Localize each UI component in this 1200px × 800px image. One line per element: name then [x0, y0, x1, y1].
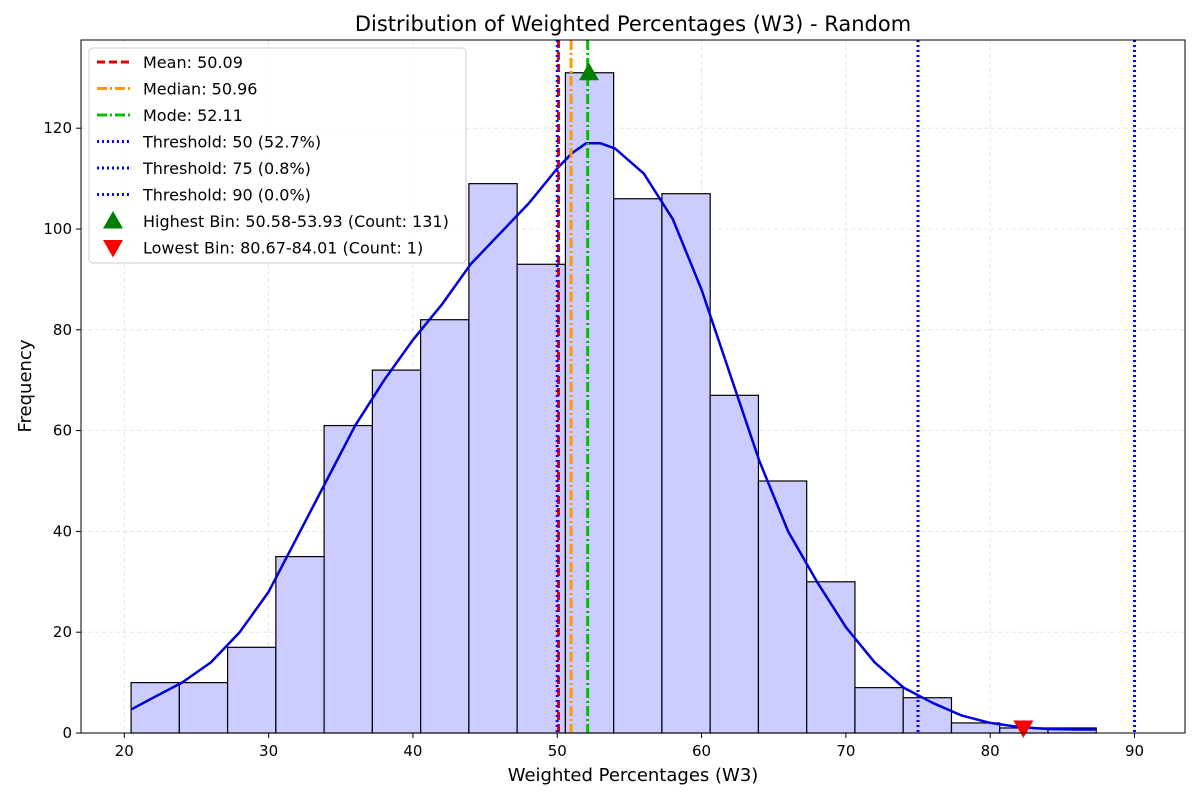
y-tick-label: 60 [53, 422, 72, 440]
x-tick-label: 40 [403, 742, 422, 760]
histogram-bar [854, 687, 904, 734]
x-tick-label: 80 [981, 742, 1000, 760]
histogram-bar [564, 72, 615, 734]
legend-label: Threshold: 50 (52.7%) [142, 133, 321, 152]
histogram-bar [420, 319, 470, 734]
legend-swatch [103, 240, 123, 258]
legend-label: Mode: 52.11 [143, 106, 243, 125]
legend: Mean: 50.09 Median: 50.96 Mode: 52.11 Thres… [88, 47, 467, 264]
chart-title: Distribution of Weighted Percentages (W3… [355, 12, 911, 36]
x-tick-label: 90 [1125, 742, 1144, 760]
histogram-bar [806, 581, 856, 734]
legend-label: Lowest Bin: 80.67-84.01 (Count: 1) [143, 239, 423, 258]
histogram-bar [709, 394, 760, 734]
legend-label: Median: 50.96 [143, 80, 257, 99]
y-tick-label: 20 [53, 623, 72, 641]
histogram-bar [371, 369, 422, 734]
kde-curve [130, 142, 1096, 731]
histogram-bar [178, 681, 229, 734]
y-axis-ticks: 0 20 40 60 80 100 120 [43, 119, 81, 742]
y-tick-label: 80 [53, 321, 72, 339]
y-tick-label: 0 [62, 724, 72, 742]
legend-box [88, 47, 467, 264]
x-tick-label: 50 [548, 742, 567, 760]
plot-frame [80, 39, 1186, 734]
x-tick-label: 20 [115, 742, 134, 760]
histogram-bar [468, 183, 518, 734]
legend-label: Mean: 50.09 [143, 53, 243, 72]
histogram-bar [130, 681, 180, 734]
x-axis-ticks: 20 30 40 50 60 70 80 90 [115, 733, 1144, 760]
x-tick-label: 30 [259, 742, 278, 760]
histogram-bar [661, 193, 711, 734]
kde-curve-layer [130, 142, 1096, 731]
lowest-bin-marker [1013, 720, 1034, 738]
bin-markers [578, 62, 1034, 738]
legend-label: Highest Bin: 50.58-53.93 (Count: 131) [143, 212, 449, 231]
legend-label: Threshold: 75 (0.8%) [142, 159, 311, 178]
histogram-bars [130, 72, 1097, 734]
y-tick-label: 100 [43, 220, 72, 238]
histogram-bar [613, 198, 663, 734]
y-axis-label: Frequency [15, 339, 36, 432]
legend-label: Threshold: 90 (0.0%) [142, 186, 311, 205]
y-tick-label: 40 [53, 522, 72, 540]
y-tick-label: 120 [43, 119, 72, 137]
x-tick-label: 70 [836, 742, 855, 760]
reference-lines [555, 40, 1136, 733]
x-tick-label: 60 [692, 742, 711, 760]
x-axis-label: Weighted Percentages (W3) [508, 765, 759, 786]
histogram-bar [902, 697, 953, 734]
histogram-bar [275, 555, 325, 734]
legend-swatch [103, 211, 123, 229]
histogram-bar [226, 646, 277, 734]
highest-bin-marker [578, 62, 599, 81]
